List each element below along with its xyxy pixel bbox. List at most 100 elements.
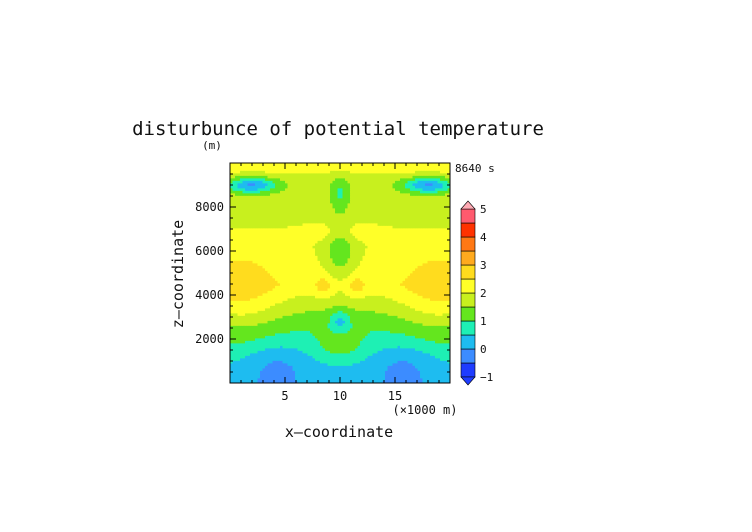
heatmap-cell [255, 248, 258, 251]
heatmap-cell [237, 355, 241, 359]
heatmap-cell [255, 295, 258, 299]
heatmap-cell [445, 368, 448, 371]
heatmap-cell [385, 345, 388, 349]
heatmap-cell [382, 338, 386, 341]
heatmap-cell [345, 305, 348, 309]
heatmap-cell [395, 250, 398, 254]
heatmap-cell [370, 310, 373, 314]
heatmap-cell [260, 278, 263, 281]
heatmap-cell [372, 248, 376, 251]
heatmap-cell [277, 330, 281, 334]
heatmap-cell [395, 368, 398, 371]
heatmap-cell [445, 290, 448, 294]
heatmap-cell [357, 305, 361, 309]
heatmap-cell [387, 358, 391, 361]
heatmap-cell [285, 350, 288, 354]
heatmap-cell [420, 328, 423, 331]
heatmap-cell [345, 280, 348, 284]
heatmap-cell [432, 308, 436, 311]
heatmap-cell [405, 363, 408, 366]
heatmap-cell [230, 300, 233, 304]
heatmap-cell [422, 360, 426, 364]
heatmap-cell [267, 253, 271, 256]
heatmap-cell [295, 273, 298, 276]
heatmap-cell [312, 373, 316, 376]
heatmap-cell [335, 250, 338, 254]
heatmap-cell [257, 333, 261, 336]
heatmap-cell [287, 368, 291, 371]
heatmap-cell [232, 363, 236, 366]
heatmap-cell [437, 303, 441, 306]
heatmap-cell [232, 370, 236, 374]
heatmap-cell [357, 373, 361, 376]
heatmap-cell [282, 250, 286, 254]
heatmap-cell [395, 308, 398, 311]
heatmap-cell [392, 268, 396, 271]
heatmap-cell [292, 280, 296, 284]
heatmap-cell [265, 340, 268, 344]
heatmap-cell [267, 313, 271, 316]
heatmap-cell [265, 260, 268, 264]
heatmap-cell [352, 243, 356, 246]
heatmap-cell [372, 303, 376, 306]
heatmap-cell [437, 340, 441, 344]
heatmap-cell [332, 255, 336, 259]
heatmap-cell [362, 368, 366, 371]
heatmap-cell [362, 345, 366, 349]
heatmap-cell [432, 278, 436, 281]
heatmap-cell [432, 288, 436, 291]
heatmap-cell [340, 308, 343, 311]
heatmap-cell [282, 340, 286, 344]
heatmap-cell [237, 275, 241, 279]
heatmap-cell [402, 270, 406, 274]
heatmap-cell [397, 328, 401, 331]
heatmap-cell [387, 275, 391, 279]
heatmap-cell [357, 325, 361, 329]
heatmap-cell [302, 265, 306, 269]
heatmap-cell [422, 350, 426, 354]
heatmap-cell [440, 365, 443, 369]
heatmap-cell [317, 298, 321, 301]
heatmap-cell [275, 255, 278, 259]
heatmap-cell [357, 280, 361, 284]
heatmap-cell [257, 255, 261, 259]
heatmap-cell [422, 248, 426, 251]
heatmap-cell [302, 290, 306, 294]
heatmap-cell [365, 290, 368, 294]
heatmap-cell [417, 273, 421, 276]
heatmap-cell [400, 345, 403, 349]
heatmap-cell [280, 250, 283, 254]
heatmap-cell [352, 240, 356, 244]
heatmap-cell [297, 318, 301, 321]
heatmap-cell [370, 380, 373, 384]
heatmap-cell [287, 243, 291, 246]
heatmap-cell [410, 273, 413, 276]
heatmap-cell [295, 348, 298, 351]
heatmap-cell [352, 300, 356, 304]
heatmap-cell [302, 288, 306, 291]
heatmap-cell [320, 258, 323, 261]
heatmap-cell [332, 243, 336, 246]
heatmap-cell [317, 330, 321, 334]
heatmap-cell [385, 288, 388, 291]
heatmap-cell [280, 340, 283, 344]
heatmap-cell [342, 343, 346, 346]
heatmap-cell [427, 260, 431, 264]
heatmap-cell [357, 310, 361, 314]
heatmap-cell [432, 363, 436, 366]
heatmap-cell [267, 335, 271, 339]
heatmap-cell [435, 333, 438, 336]
heatmap-cell [237, 320, 241, 324]
heatmap-cell [285, 348, 288, 351]
heatmap-cell [372, 308, 376, 311]
heatmap-cell [322, 305, 326, 309]
heatmap-cell [320, 305, 323, 309]
heatmap-cell [435, 288, 438, 291]
heatmap-cell [380, 303, 383, 306]
heatmap-cell [257, 278, 261, 281]
heatmap-cell [400, 258, 403, 261]
heatmap-cell [445, 320, 448, 324]
heatmap-cell [272, 323, 276, 326]
heatmap-cell [425, 308, 428, 311]
heatmap-cell [397, 248, 401, 251]
